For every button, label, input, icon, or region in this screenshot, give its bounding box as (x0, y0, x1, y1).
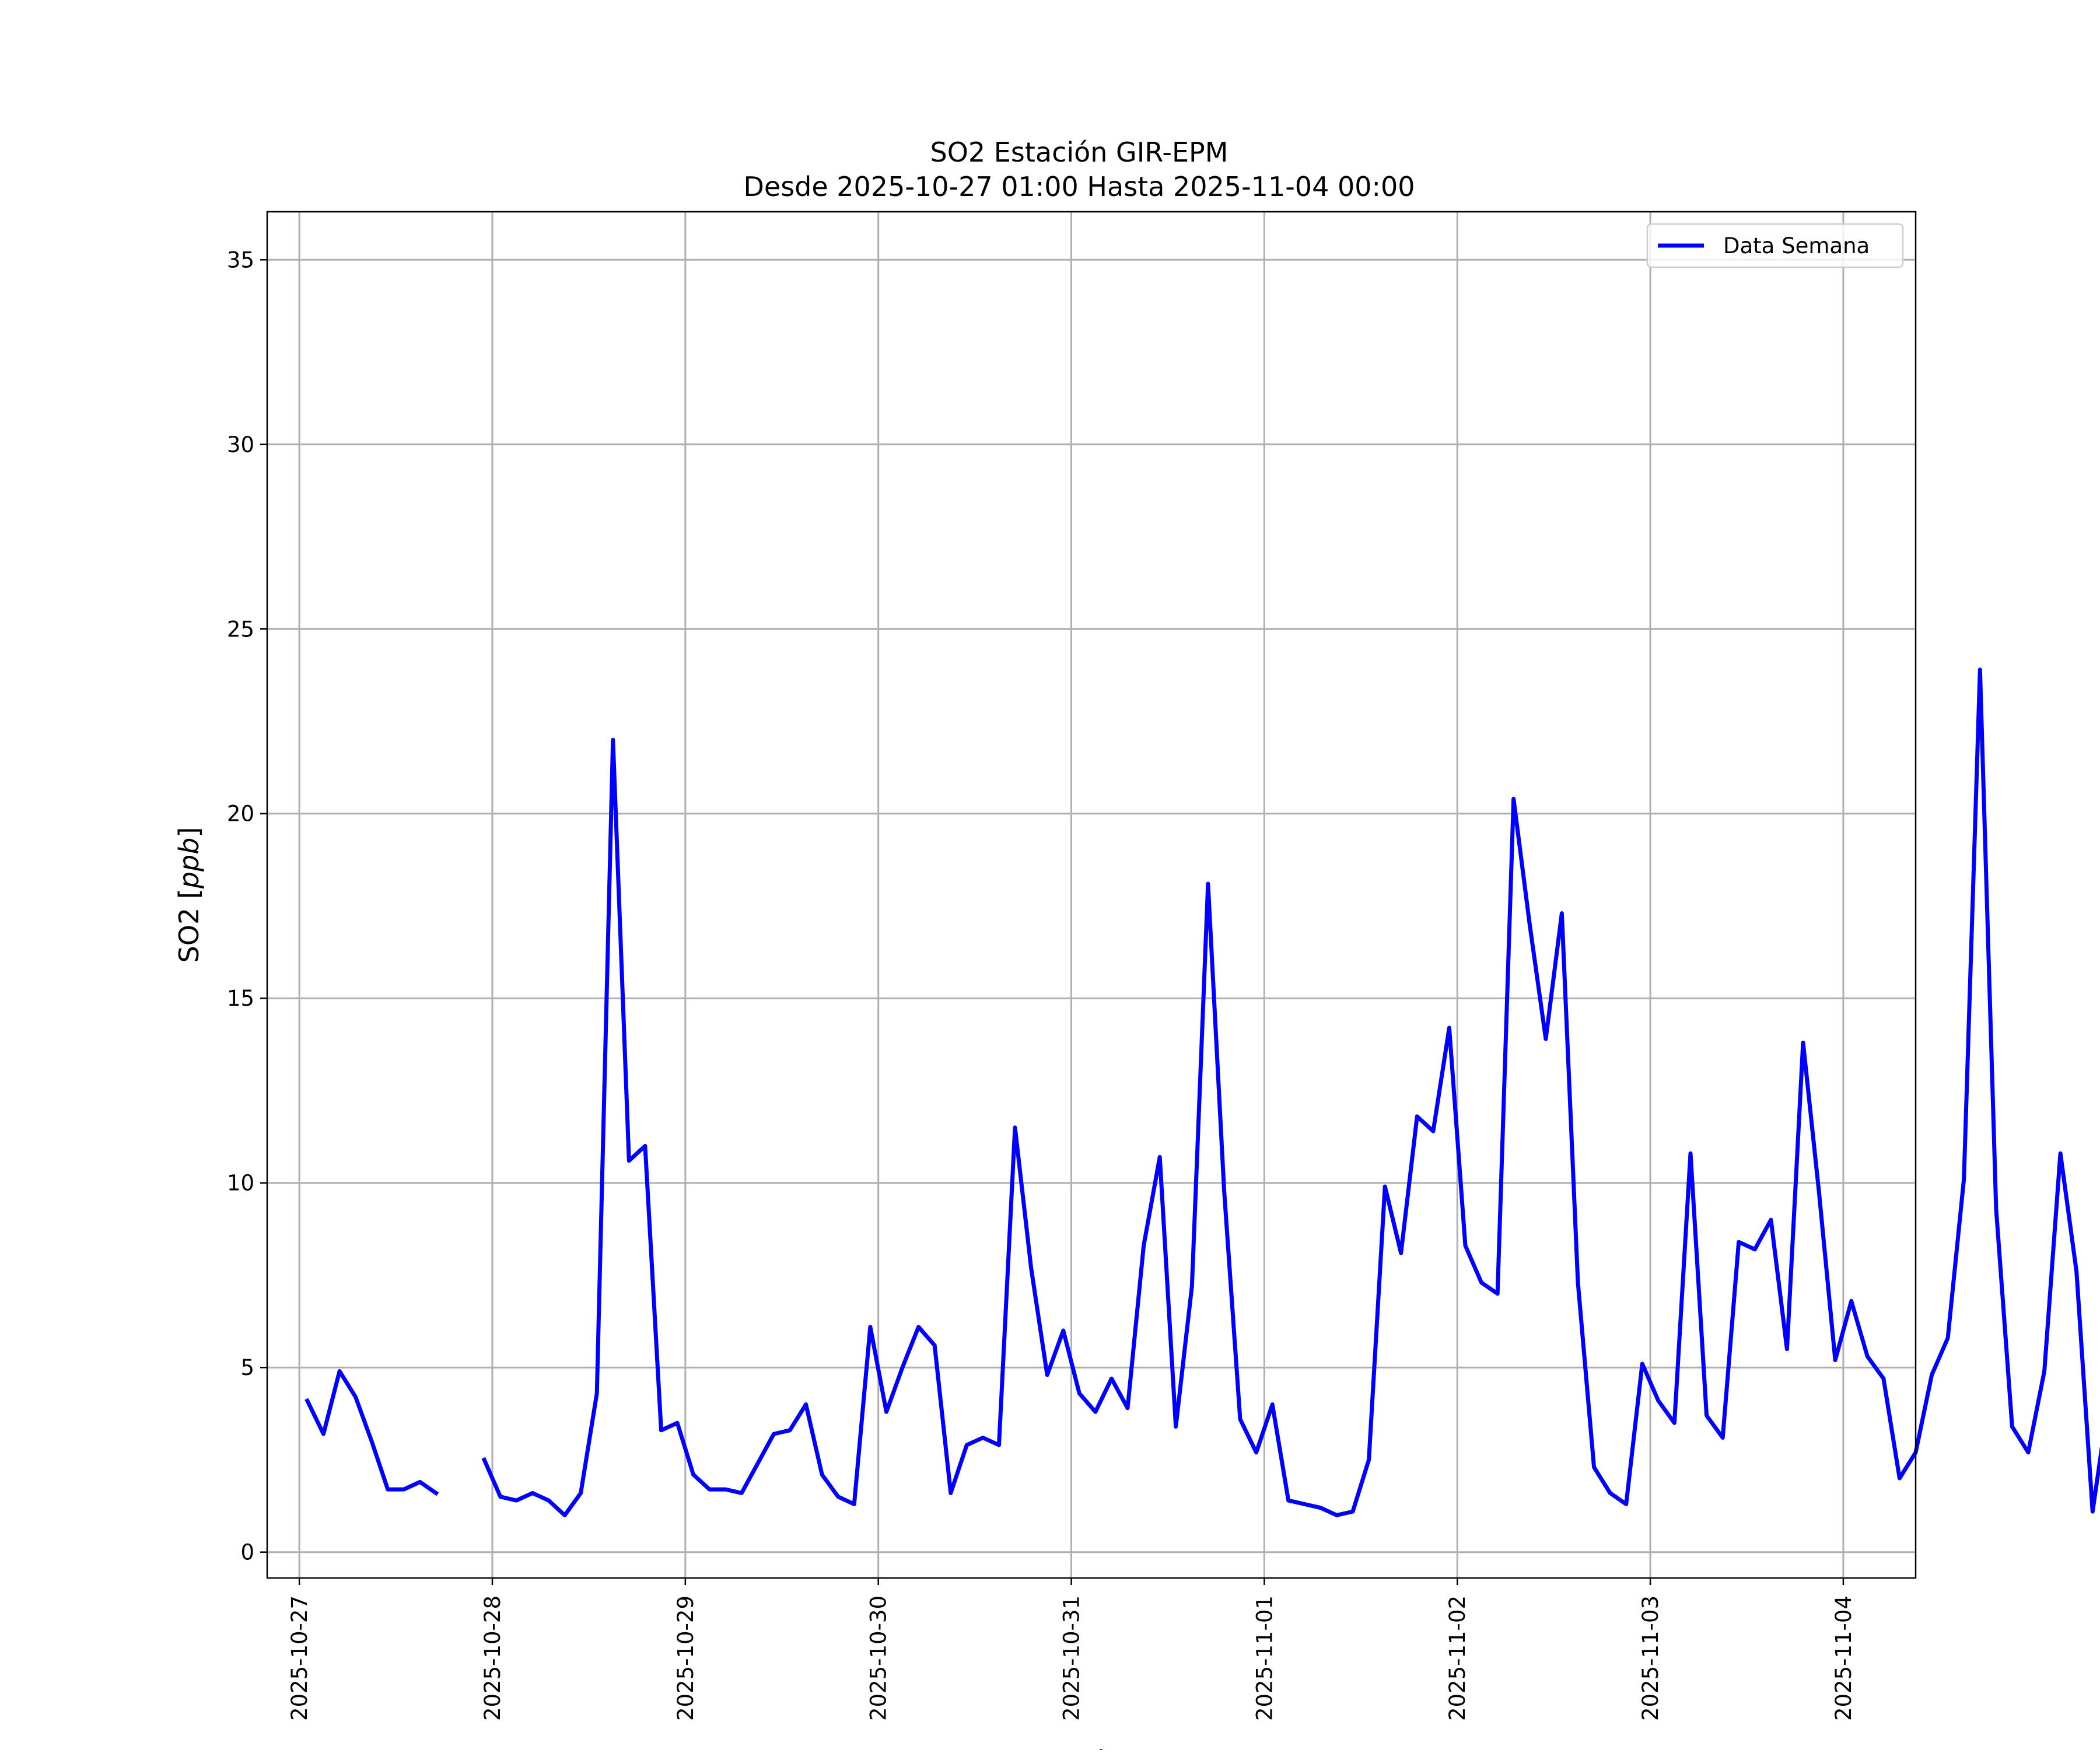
y-tick-label: 25 (227, 617, 254, 642)
y-axis-label-close: ] (173, 827, 205, 838)
series-layer (304, 667, 2100, 1517)
x-tick-label: 2025-11-03 (1638, 1595, 1663, 1721)
y-tick-label: 0 (240, 1540, 254, 1565)
x-tick-label: 2025-10-28 (480, 1595, 505, 1721)
x-tick-label: 2025-11-01 (1252, 1595, 1277, 1721)
y-axis-label-text: SO2 [ (173, 888, 205, 963)
legend-box (1646, 223, 1904, 268)
series-line-segment (304, 1369, 439, 1496)
y-axis-label-unit: ppb (173, 838, 205, 890)
x-tick-label: 2025-10-31 (1059, 1595, 1084, 1721)
x-axis-label: Fecha (1052, 1745, 1131, 1750)
series-line-segment (481, 667, 2100, 1517)
chart-title: SO2 Estación GIR-EPM (930, 137, 1228, 168)
chart-subtitle: Desde 2025-10-27 01:00 Hasta 2025-11-04 … (743, 171, 1415, 202)
grid-lines (267, 212, 1916, 1578)
y-axis-label: SO2 [ppb] (173, 827, 205, 963)
legend-label: Data Semana (1723, 233, 1870, 258)
x-tick-label: 2025-10-29 (673, 1595, 698, 1721)
axis-ticks: 0 5 10 15 20 25 30 35 2025-10-27 2025-10-28 2025-1… (227, 247, 1856, 1721)
y-tick-label: 30 (227, 432, 254, 457)
plot-area-frame (266, 211, 1917, 1579)
y-tick-label: 15 (227, 986, 254, 1011)
y-tick-label: 20 (227, 802, 254, 827)
x-tick-label: 2025-10-30 (866, 1595, 891, 1721)
legend: Data Semana (1646, 223, 1904, 268)
y-tick-label: 5 (240, 1355, 254, 1380)
x-tick-label: 2025-11-02 (1445, 1595, 1470, 1721)
y-tick-label: 35 (227, 247, 254, 272)
x-tick-label: 2025-11-04 (1831, 1595, 1856, 1721)
y-tick-label: 10 (227, 1171, 254, 1196)
x-tick-label: 2025-10-27 (287, 1595, 312, 1721)
